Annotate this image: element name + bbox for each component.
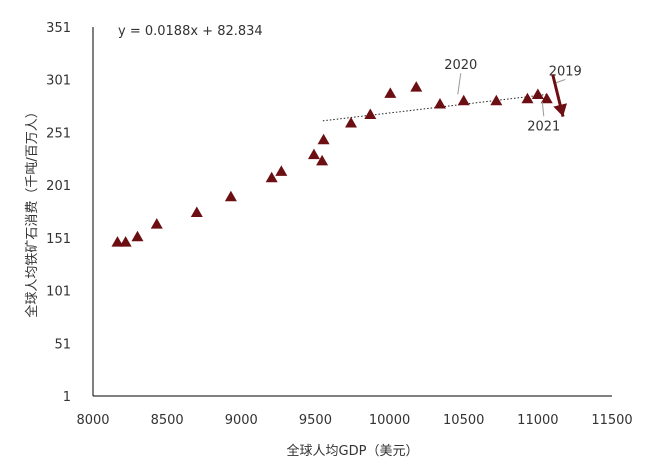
annotation-leader-line	[457, 73, 462, 95]
y-tick-label: 301	[46, 74, 71, 89]
y-tick-label: 201	[46, 179, 71, 194]
data-point	[150, 218, 163, 229]
data-point	[540, 92, 553, 104]
data-point	[345, 116, 358, 128]
x-tick-label: 8000	[76, 413, 109, 428]
annotation-leader-line	[541, 101, 545, 117]
y-tick-label: 101	[46, 285, 71, 300]
trend-arrow-head	[553, 103, 567, 117]
y-tick-label: 351	[46, 21, 71, 36]
x-tick-label: 8500	[151, 413, 184, 428]
x-tick-label: 10500	[443, 413, 484, 428]
y-tick-label: 51	[54, 337, 71, 352]
y-axis-label: 全球人均铁矿石消费（千吨/百万人）	[24, 105, 40, 317]
y-tick-label: 151	[46, 232, 71, 247]
annotation-label: 2019	[549, 64, 582, 79]
data-point	[307, 148, 320, 160]
data-point	[190, 206, 203, 218]
data-point	[521, 92, 534, 104]
x-tick-label: 9500	[299, 413, 332, 428]
annotation-label: 2020	[444, 58, 477, 73]
x-tick-label: 10000	[369, 413, 410, 428]
x-axis-label: 全球人均GDP（美元）	[287, 443, 419, 459]
annotation-leader-line	[555, 79, 566, 84]
data-point	[457, 94, 470, 106]
annotation-label: 2021	[527, 119, 560, 134]
x-tick-label: 11500	[591, 413, 632, 428]
data-point	[317, 133, 330, 145]
data-point	[490, 94, 503, 106]
data-point	[224, 190, 237, 202]
data-point	[364, 108, 377, 120]
data-point	[433, 97, 446, 109]
data-point	[531, 88, 544, 99]
data-point	[275, 165, 288, 176]
data-point	[111, 236, 124, 247]
trendline-equation: y = 0.0188x + 82.834	[118, 24, 263, 39]
data-point	[265, 171, 278, 183]
x-tick-label: 11000	[517, 413, 558, 428]
data-point	[131, 230, 144, 242]
x-tick-label: 9000	[225, 413, 258, 428]
data-point	[410, 81, 423, 92]
annotations: 2020 2019 2021	[444, 58, 582, 134]
data-point	[316, 154, 329, 166]
y-tick-label: 1	[63, 390, 71, 405]
y-tick-label: 251	[46, 126, 71, 141]
axes: 8000 8500 9000 9500 10000 10500 11000 115001511…	[46, 21, 633, 428]
data-points	[111, 81, 553, 247]
data-point	[119, 236, 132, 247]
data-point	[384, 87, 397, 98]
